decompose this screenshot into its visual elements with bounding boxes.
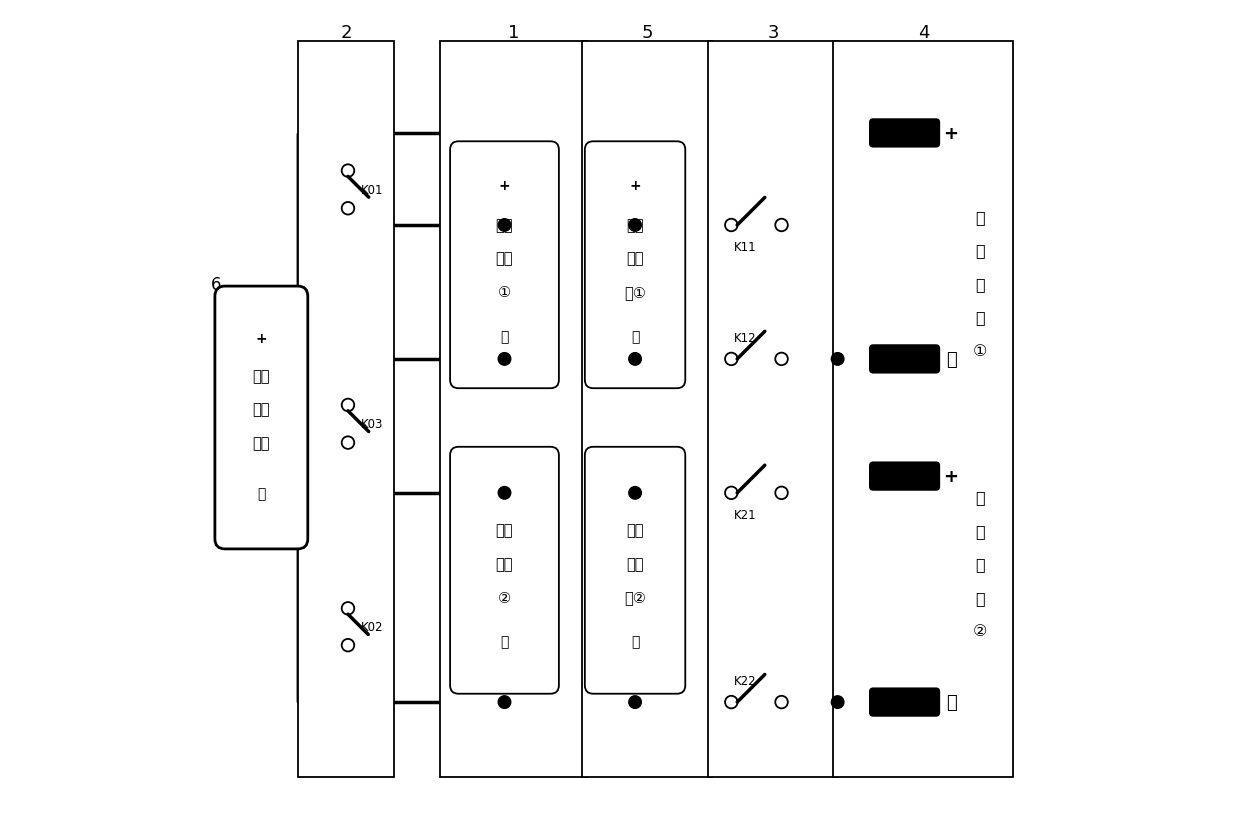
Text: K03: K03 (361, 418, 383, 431)
Text: +: + (944, 125, 959, 143)
Text: +: + (498, 179, 511, 193)
Text: －: － (257, 487, 265, 500)
Circle shape (342, 437, 355, 450)
Circle shape (775, 220, 787, 232)
Circle shape (342, 602, 355, 615)
Text: ②: ② (498, 590, 511, 604)
Text: ①: ① (498, 285, 511, 299)
Text: K11: K11 (734, 241, 756, 254)
Text: －: － (631, 635, 640, 649)
Text: 口①: 口① (624, 285, 646, 299)
Text: 口②: 口② (624, 590, 646, 604)
Text: K12: K12 (734, 331, 756, 344)
Text: 车载: 车载 (626, 523, 644, 538)
Text: K01: K01 (361, 184, 384, 196)
Text: 5: 5 (642, 24, 653, 43)
Bar (298, 42, 394, 777)
Text: +: + (629, 179, 641, 193)
FancyBboxPatch shape (585, 142, 686, 389)
Circle shape (831, 354, 844, 366)
Text: +: + (944, 467, 959, 486)
FancyBboxPatch shape (585, 447, 686, 694)
FancyBboxPatch shape (450, 447, 559, 694)
Text: 母: 母 (975, 277, 985, 292)
Text: －: － (500, 329, 508, 344)
Text: +: + (255, 332, 267, 345)
Text: ②: ② (972, 624, 987, 639)
Text: －: － (631, 329, 640, 344)
Text: －: － (946, 350, 956, 369)
Circle shape (498, 487, 511, 499)
Text: 电池: 电池 (496, 218, 513, 232)
FancyBboxPatch shape (869, 461, 940, 492)
Text: 充电: 充电 (626, 557, 644, 571)
FancyBboxPatch shape (869, 119, 940, 149)
Circle shape (342, 165, 355, 178)
Text: K02: K02 (361, 620, 384, 634)
Text: +: + (498, 484, 511, 498)
Circle shape (342, 400, 355, 411)
Text: 直: 直 (975, 490, 985, 505)
Text: 2: 2 (341, 24, 352, 43)
Text: 电池: 电池 (496, 523, 513, 538)
Bar (440, 42, 587, 777)
Bar (708, 42, 838, 777)
Circle shape (775, 487, 787, 499)
Text: 模组: 模组 (496, 252, 513, 266)
Text: 充电: 充电 (626, 252, 644, 266)
Text: 直: 直 (975, 210, 985, 225)
Circle shape (629, 696, 641, 709)
Text: 模组: 模组 (496, 557, 513, 571)
Text: 直流: 直流 (253, 369, 270, 384)
Circle shape (725, 487, 738, 499)
FancyBboxPatch shape (869, 344, 940, 375)
Text: 6: 6 (211, 275, 222, 293)
Text: +: + (629, 484, 641, 498)
Text: 流: 流 (975, 243, 985, 258)
Circle shape (629, 220, 641, 232)
Circle shape (342, 639, 355, 652)
Circle shape (629, 354, 641, 366)
Text: 线: 线 (975, 310, 985, 325)
Circle shape (498, 354, 511, 366)
Circle shape (775, 696, 787, 709)
FancyBboxPatch shape (869, 687, 940, 717)
Circle shape (725, 696, 738, 709)
Circle shape (831, 696, 844, 709)
Text: K21: K21 (734, 508, 756, 522)
Bar (833, 42, 1013, 777)
Circle shape (342, 203, 355, 216)
Bar (583, 42, 712, 777)
Text: 车载: 车载 (626, 218, 644, 232)
FancyBboxPatch shape (450, 142, 559, 389)
Text: ①: ① (972, 344, 987, 359)
Text: 1: 1 (508, 24, 520, 43)
Text: 快充: 快充 (253, 402, 270, 417)
Text: －: － (946, 693, 956, 711)
Text: 流: 流 (975, 523, 985, 538)
Circle shape (725, 220, 738, 232)
Text: 4: 4 (918, 24, 930, 43)
Circle shape (498, 220, 511, 232)
Text: 接口: 接口 (253, 436, 270, 451)
FancyBboxPatch shape (215, 287, 308, 549)
Circle shape (725, 354, 738, 366)
Circle shape (498, 696, 511, 709)
Circle shape (775, 354, 787, 366)
Text: K22: K22 (734, 674, 756, 687)
Circle shape (629, 487, 641, 499)
Text: －: － (500, 635, 508, 649)
Text: 线: 线 (975, 590, 985, 605)
Text: 母: 母 (975, 557, 985, 572)
Text: 3: 3 (768, 24, 779, 43)
